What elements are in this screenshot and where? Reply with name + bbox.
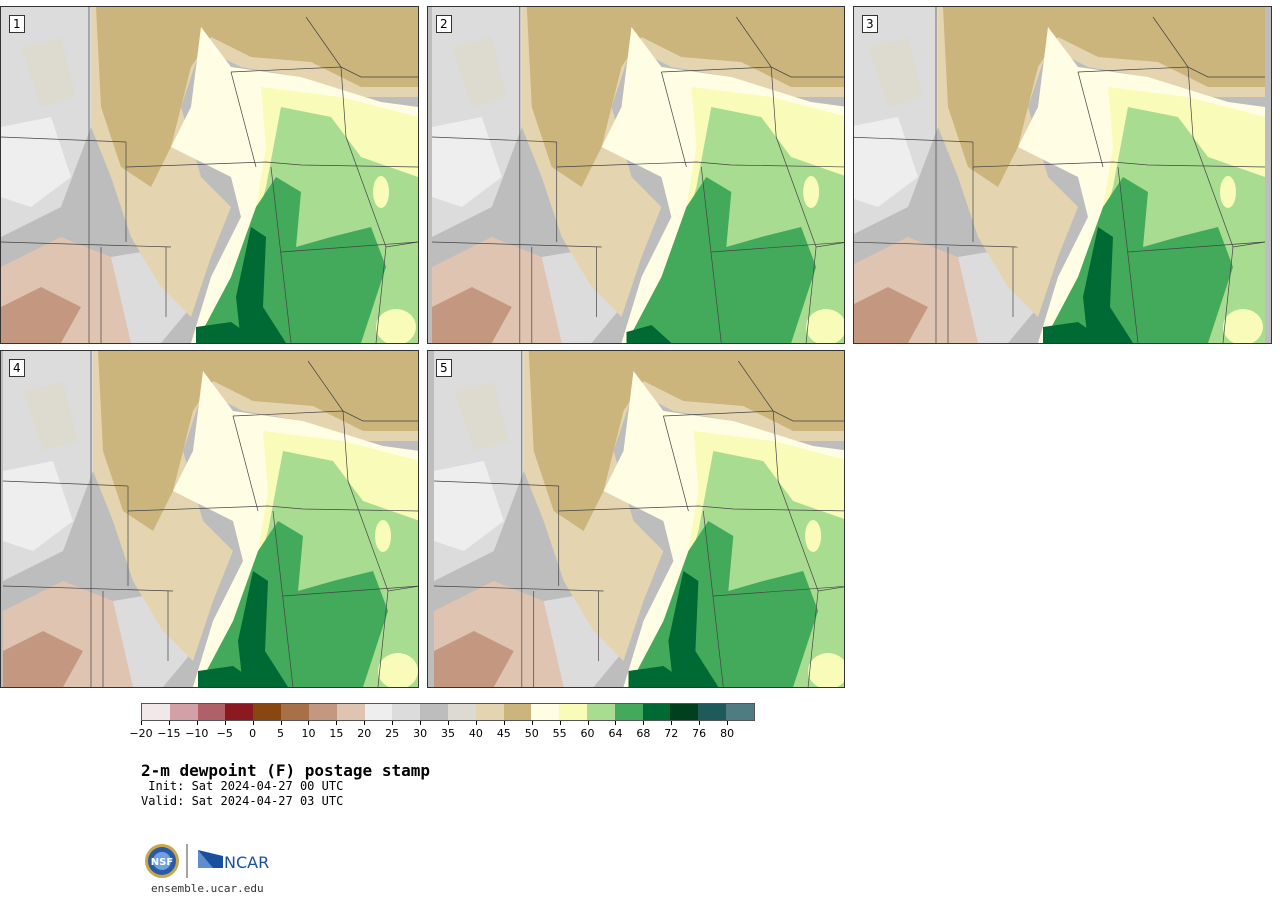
colorbar	[141, 703, 755, 721]
colorbar-tick	[280, 721, 282, 725]
colorbar-tick-label: 55	[552, 727, 567, 740]
colorbar-tick	[615, 721, 617, 725]
colorbar-tick	[503, 721, 505, 725]
colorbar-bin-4	[253, 704, 282, 720]
colorbar-tick	[224, 721, 226, 725]
colorbar-bin-0	[142, 704, 170, 720]
map-panel-2	[428, 7, 844, 343]
colorbar-tick	[475, 721, 477, 725]
colorbar-bin-13	[503, 704, 532, 720]
colorbar-tick-label: 15	[329, 727, 344, 740]
colorbar-tick-label: 64	[608, 727, 623, 740]
colorbar-tick-label: 68	[636, 727, 651, 740]
stamp-panel-4: 4	[0, 350, 419, 688]
colorbar-bin-21	[726, 704, 754, 720]
colorbar-tick-label: −15	[157, 727, 181, 740]
map-panel-1	[1, 7, 418, 343]
colorbar-bin-9	[392, 704, 421, 720]
panel-label-1: 1	[9, 15, 25, 33]
colorbar-tick-label: −5	[216, 727, 233, 740]
colorbar-bin-19	[670, 704, 699, 720]
colorbar-bin-3	[225, 704, 254, 720]
colorbar-tick	[671, 721, 673, 725]
colorbar-tick	[420, 721, 422, 725]
colorbar-ticks: −20 −15 −10 −5 0 5 10 15 20 25 30 35 40 45 50 55 60 64 68 7…	[129, 721, 755, 741]
colorbar-bin-12	[475, 704, 504, 720]
colorbar-bin-11	[447, 704, 476, 720]
stamp-panel-1: 1	[0, 6, 419, 344]
colorbar-tick	[448, 721, 449, 725]
colorbar-tick	[336, 721, 338, 725]
stamp-panel-5: 5	[427, 350, 845, 688]
colorbar-bin-7	[336, 704, 365, 720]
panel-label-4: 4	[9, 359, 25, 377]
colorbar-tick-label: 20	[357, 727, 372, 740]
init-time: Init: Sat 2024-04-27 00 UTC	[141, 779, 344, 793]
site-url: ensemble.ucar.edu	[151, 882, 264, 895]
colorbar-tick-label: 40	[468, 727, 483, 740]
colorbar-tick-label: −20	[129, 727, 153, 740]
colorbar-bin-10	[420, 704, 448, 720]
colorbar-tick-label: 76	[692, 727, 707, 740]
colorbar-tick-label: 45	[496, 727, 511, 740]
colorbar-bin-6	[308, 704, 337, 720]
colorbar-bin-2	[197, 704, 226, 720]
colorbar-tick-label: 35	[441, 727, 455, 740]
panel-label-3: 3	[862, 15, 878, 33]
colorbar-bin-1	[169, 704, 198, 720]
colorbar-tick-label: −10	[185, 727, 209, 740]
colorbar-bin-18	[642, 704, 671, 720]
stamp-panel-3: 3	[853, 6, 1272, 344]
valid-time: Valid: Sat 2024-04-27 03 UTC	[141, 794, 344, 808]
map-panel-3	[854, 7, 1271, 343]
colorbar-bin-8	[364, 704, 393, 720]
colorbar-tick-label: 0	[249, 727, 257, 740]
colorbar-bin-5	[281, 704, 309, 720]
colorbar-tick	[392, 721, 394, 725]
map-panel-5	[428, 351, 844, 687]
colorbar-tick	[141, 721, 142, 725]
colorbar-tick-label: 50	[524, 727, 539, 740]
colorbar-tick-label: 80	[720, 727, 735, 740]
stamp-panel-2: 2	[427, 6, 845, 344]
nsf-ncar-logo: NSF NCAR	[145, 844, 269, 878]
map-panel-4	[1, 351, 418, 687]
colorbar-tick-label: 30	[413, 727, 428, 740]
colorbar-tick	[252, 721, 254, 725]
colorbar-tick	[643, 721, 645, 725]
colorbar-tick	[364, 721, 366, 725]
colorbar-bin-14	[531, 704, 560, 720]
colorbar-tick	[196, 721, 198, 725]
colorbar-bin-20	[698, 704, 727, 720]
colorbar-tick	[308, 721, 310, 725]
colorbar-tick	[531, 721, 533, 725]
colorbar-tick	[587, 721, 589, 725]
colorbar-bin-15	[559, 704, 587, 720]
colorbar-tick	[699, 721, 701, 725]
panel-label-5: 5	[436, 359, 452, 377]
colorbar-bin-17	[614, 704, 643, 720]
colorbar-tick-label: 5	[277, 727, 285, 740]
colorbar-tick	[727, 721, 729, 725]
colorbar-tick	[559, 721, 561, 725]
colorbar-tick-label: 10	[301, 727, 316, 740]
svg-text:NCAR: NCAR	[224, 853, 269, 872]
colorbar-tick-label: 72	[664, 727, 679, 740]
panel-label-2: 2	[436, 15, 452, 33]
colorbar-tick-label: 25	[385, 727, 400, 740]
colorbar-tick	[168, 721, 170, 725]
plot-title: 2-m dewpoint (F) postage stamp	[141, 761, 430, 780]
colorbar-tick-label: 60	[580, 727, 595, 740]
svg-text:NSF: NSF	[151, 857, 173, 868]
colorbar-bin-16	[587, 704, 615, 720]
